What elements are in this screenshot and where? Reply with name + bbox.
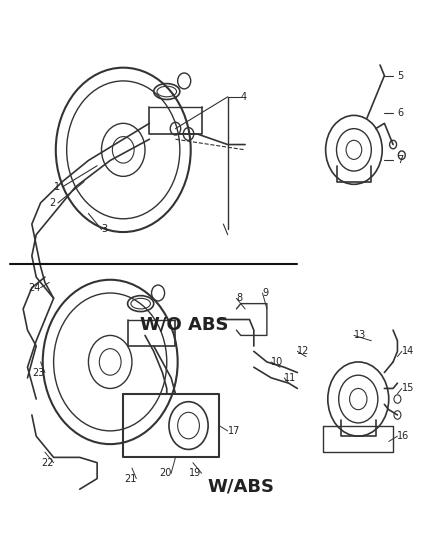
Text: 10: 10 bbox=[271, 357, 283, 367]
Text: 21: 21 bbox=[124, 474, 136, 483]
Text: 20: 20 bbox=[159, 469, 171, 478]
Text: 2: 2 bbox=[49, 198, 56, 208]
Text: W/ABS: W/ABS bbox=[207, 478, 274, 496]
Text: 16: 16 bbox=[397, 431, 410, 441]
Text: 7: 7 bbox=[397, 156, 404, 165]
Text: 8: 8 bbox=[237, 293, 243, 303]
Text: 24: 24 bbox=[28, 282, 41, 293]
Text: 14: 14 bbox=[402, 346, 414, 357]
Text: 4: 4 bbox=[241, 92, 247, 102]
Text: 12: 12 bbox=[297, 346, 310, 357]
Text: 1: 1 bbox=[53, 182, 60, 192]
Text: 17: 17 bbox=[228, 426, 240, 436]
Text: 11: 11 bbox=[284, 373, 297, 383]
Text: 5: 5 bbox=[397, 70, 404, 80]
Text: 3: 3 bbox=[102, 224, 108, 235]
Text: 6: 6 bbox=[397, 108, 403, 118]
Text: 19: 19 bbox=[189, 469, 201, 478]
Text: 13: 13 bbox=[354, 330, 366, 341]
Text: 9: 9 bbox=[262, 288, 268, 298]
Text: 22: 22 bbox=[41, 458, 53, 467]
Text: W/O ABS: W/O ABS bbox=[140, 316, 229, 334]
Text: 23: 23 bbox=[32, 368, 45, 377]
Text: 15: 15 bbox=[402, 383, 414, 393]
